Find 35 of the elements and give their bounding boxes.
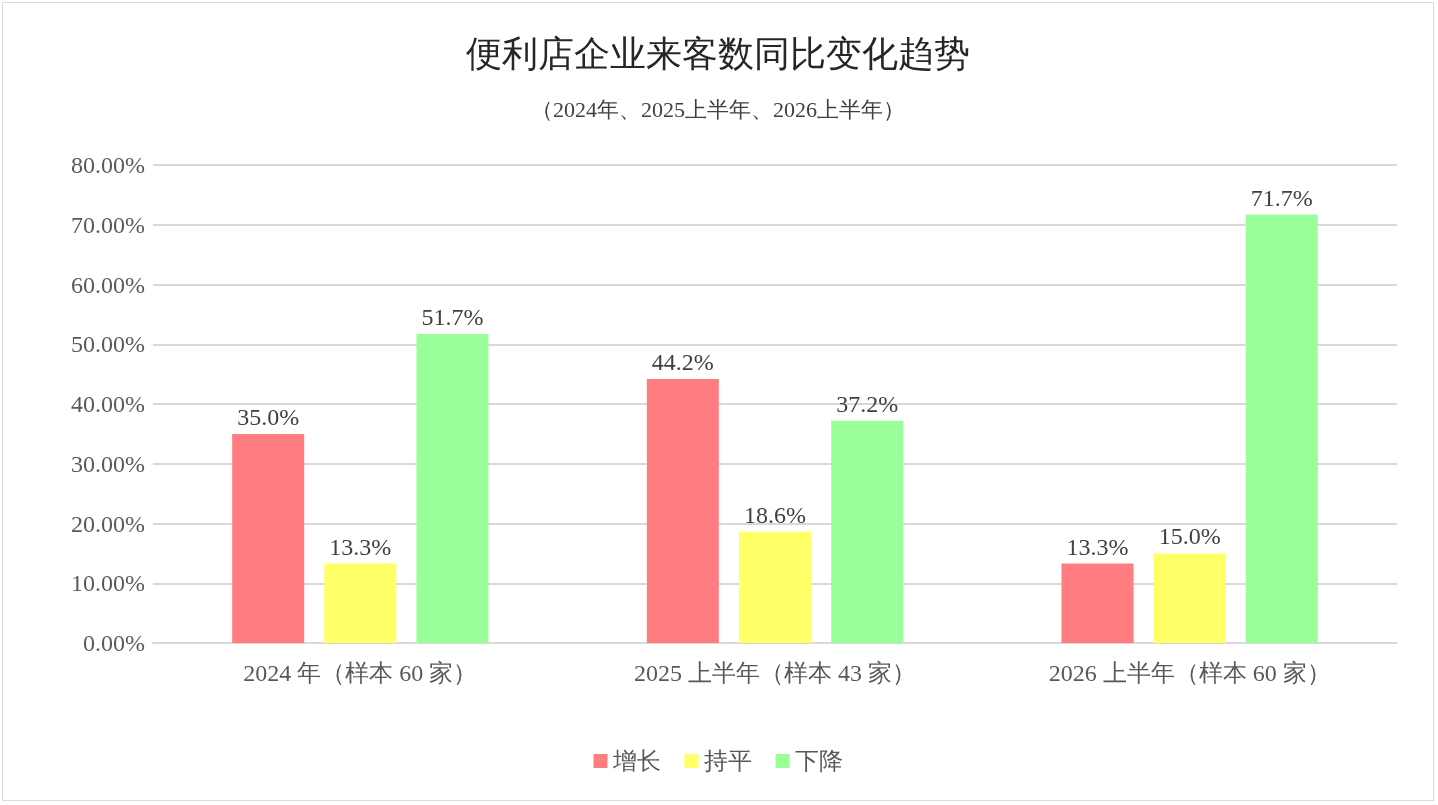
y-tick-label: 10.00% bbox=[71, 570, 145, 597]
x-tick-label: 2026 上半年（样本 60 家） bbox=[1048, 660, 1331, 686]
bar bbox=[1245, 214, 1318, 643]
legend-label: 增长 bbox=[611, 748, 661, 774]
data-label: 51.7% bbox=[421, 304, 484, 331]
data-label: 13.3% bbox=[1066, 533, 1129, 560]
legend-label: 持平 bbox=[703, 748, 752, 774]
y-tick-label: 70.00% bbox=[71, 211, 145, 238]
data-label: 15.0% bbox=[1158, 523, 1221, 550]
x-tick-label: 2025 上半年（样本 43 家） bbox=[634, 660, 916, 686]
bar bbox=[831, 420, 904, 643]
chart-subtitle: （2024年、2025上半年、2026上半年） bbox=[531, 96, 905, 122]
data-label: 71.7% bbox=[1250, 184, 1313, 211]
bar bbox=[416, 334, 489, 643]
data-label: 35.0% bbox=[237, 403, 300, 430]
bar bbox=[1153, 553, 1226, 643]
x-tick-label: 2024 年（样本 60 家） bbox=[243, 660, 478, 686]
bar bbox=[646, 378, 719, 643]
y-tick-label: 30.00% bbox=[71, 450, 145, 477]
bar bbox=[324, 563, 397, 643]
data-label: 18.6% bbox=[744, 501, 806, 528]
legend-label: 下降 bbox=[794, 748, 843, 774]
y-tick-label: 60.00% bbox=[71, 271, 145, 298]
y-tick-label: 50.00% bbox=[71, 331, 145, 358]
y-tick-label: 40.00% bbox=[71, 391, 145, 417]
y-tick-label: 0.00% bbox=[83, 630, 145, 656]
bar bbox=[232, 433, 305, 643]
data-label: 13.3% bbox=[329, 533, 392, 560]
chart-title: 便利店企业来客数同比变化趋势 bbox=[466, 34, 970, 74]
y-tick-label: 80.00% bbox=[71, 152, 145, 178]
y-tick-label: 20.00% bbox=[71, 510, 145, 537]
bar bbox=[739, 531, 811, 643]
data-label: 37.2% bbox=[836, 390, 899, 417]
bar bbox=[1061, 563, 1134, 643]
data-label: 44.2% bbox=[651, 348, 714, 375]
